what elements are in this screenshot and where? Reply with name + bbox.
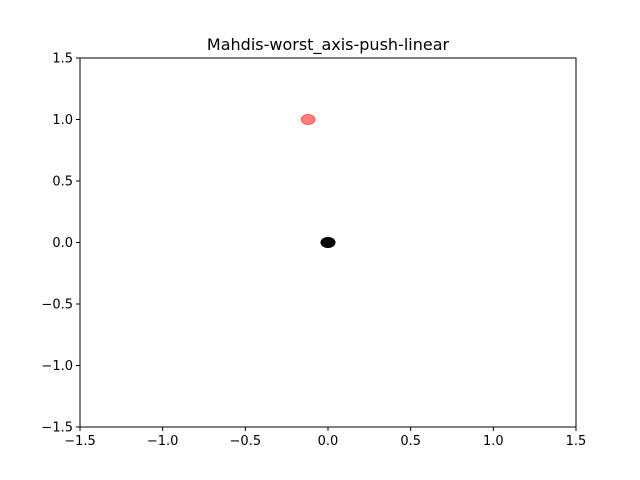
y-tick-label: 0.5 — [52, 175, 73, 190]
x-tick-label: 1.5 — [566, 434, 587, 449]
scatter-point-0 — [300, 114, 316, 125]
y-tick-label: −0.5 — [41, 298, 73, 313]
x-tick-label: −1.5 — [64, 434, 96, 449]
y-tick-label: −1.0 — [41, 359, 73, 374]
plot-area-frame — [79, 57, 577, 428]
scatter-point-1 — [320, 237, 336, 248]
x-tick-label: −0.5 — [230, 434, 262, 449]
x-tick-label: 0.5 — [400, 434, 421, 449]
y-tick-label: 1.5 — [52, 52, 73, 67]
chart-title: Mahdis-worst_axis-push-linear — [207, 35, 450, 55]
x-tick-label: −1.0 — [147, 434, 179, 449]
y-tick-label: 1.0 — [52, 113, 73, 128]
x-tick-label: 0.0 — [318, 434, 339, 449]
axis-ticks: −1.5 −1.0 −0.5 0.0 0.5 1.0 1.5 −1.5 −1.0 −0.5 0.0 0… — [41, 52, 586, 450]
y-tick-label: −1.5 — [41, 421, 73, 436]
data-points — [300, 114, 336, 248]
x-tick-label: 1.0 — [483, 434, 504, 449]
y-tick-label: 0.0 — [52, 236, 73, 251]
